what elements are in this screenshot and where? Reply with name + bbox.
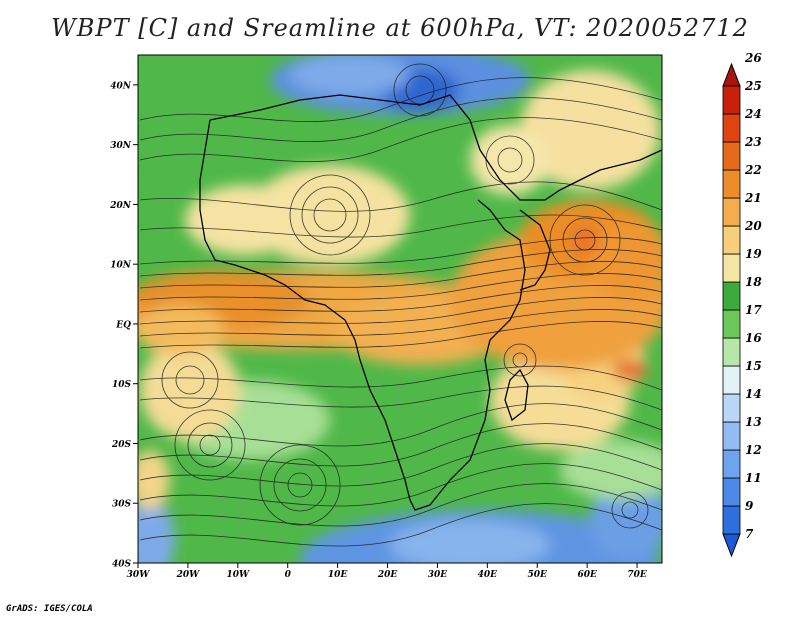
colorbar-segment xyxy=(722,477,741,507)
colorbar-segment xyxy=(722,141,741,171)
x-tick-label: 40E xyxy=(478,570,498,580)
x-tick-label: 30E xyxy=(428,570,448,580)
colorbar: 7 9 11 12 13 14 15 16 17 18 19 20 21 22 23 24 25 26 xyxy=(722,51,762,558)
x-tick-label: 50E xyxy=(528,570,548,580)
colorbar-segment xyxy=(722,281,741,311)
colorbar-label: 11 xyxy=(745,471,762,485)
colorbar-label: 22 xyxy=(744,163,762,177)
y-tick-label: 20N xyxy=(109,201,132,211)
streamlines xyxy=(139,63,662,547)
plot-frame xyxy=(137,54,663,564)
colorbar-label: 21 xyxy=(744,191,762,205)
y-tick-label: 30N xyxy=(110,141,132,151)
colorbar-label: 19 xyxy=(745,247,762,261)
colorbar-label: 23 xyxy=(744,135,762,149)
colorbar-segment xyxy=(722,113,741,143)
y-axis: 40N 30N 20N 10N EQ 10S 20S 30S 40S xyxy=(109,81,138,570)
colorbar-label: 14 xyxy=(745,387,762,401)
coastlines xyxy=(199,94,662,511)
colorbar-label: 16 xyxy=(745,331,762,345)
colorbar-segment xyxy=(722,337,741,367)
plot-area xyxy=(138,55,662,563)
colorbar-segment xyxy=(722,225,741,255)
y-tick-label: 40S xyxy=(112,560,132,570)
colorbar-label: 13 xyxy=(745,415,762,429)
y-tick-label: 30S xyxy=(112,500,132,510)
colorbar-segment xyxy=(722,393,741,423)
colorbar-segment xyxy=(722,197,741,227)
x-tick-label: 20E xyxy=(377,570,398,580)
colorbar-segment xyxy=(722,421,741,451)
colorbar-segment xyxy=(722,309,741,339)
y-tick-label: 40N xyxy=(110,81,132,91)
x-tick-label: 60E xyxy=(577,570,597,580)
colorbar-segment xyxy=(722,449,741,479)
y-tick-label: 10N xyxy=(110,261,132,271)
colorbar-segment xyxy=(722,365,741,395)
colorbar-segment xyxy=(722,533,741,558)
colorbar-label: 17 xyxy=(745,303,762,317)
grads-credit: GrADS: IGES/COLA xyxy=(6,604,93,614)
x-tick-label: 70E xyxy=(627,570,647,580)
colorbar-segment xyxy=(722,169,741,199)
y-tick-label: EQ xyxy=(115,320,131,330)
colorbar-label: 24 xyxy=(744,107,762,121)
chart-title: WBPT [C] and Sreamline at 600hPa, VT: 20… xyxy=(51,14,749,42)
colorbar-segment xyxy=(722,505,741,535)
x-tick-label: 0 xyxy=(285,570,292,580)
x-tick-label: 10W xyxy=(226,570,250,580)
chart-svg: 40N 30N 20N 10N EQ 10S 20S 30S 40S 30W 20W 10W 0 10E… xyxy=(109,51,762,580)
colorbar-label: 25 xyxy=(744,79,762,93)
colorbar-label: 15 xyxy=(745,359,762,373)
colorbar-label: 7 xyxy=(745,527,754,541)
x-axis: 30W 20W 10W 0 10E 20E 30E 40E 50E 60E 70E xyxy=(127,563,647,580)
colorbar-segment xyxy=(722,62,741,87)
y-tick-label: 20S xyxy=(111,440,132,450)
colorbar-segment xyxy=(722,253,741,283)
colorbar-label: 9 xyxy=(745,499,754,513)
x-tick-label: 20W xyxy=(176,570,201,580)
x-tick-label: 10E xyxy=(328,570,348,580)
colorbar-label: 26 xyxy=(744,51,762,65)
colorbar-segment xyxy=(722,85,741,115)
y-tick-label: 10S xyxy=(112,380,132,390)
x-tick-label: 30W xyxy=(127,570,151,580)
wbpt-field xyxy=(138,55,662,563)
colorbar-label: 20 xyxy=(744,219,762,233)
colorbar-label: 12 xyxy=(745,443,762,457)
colorbar-label: 18 xyxy=(745,275,762,289)
